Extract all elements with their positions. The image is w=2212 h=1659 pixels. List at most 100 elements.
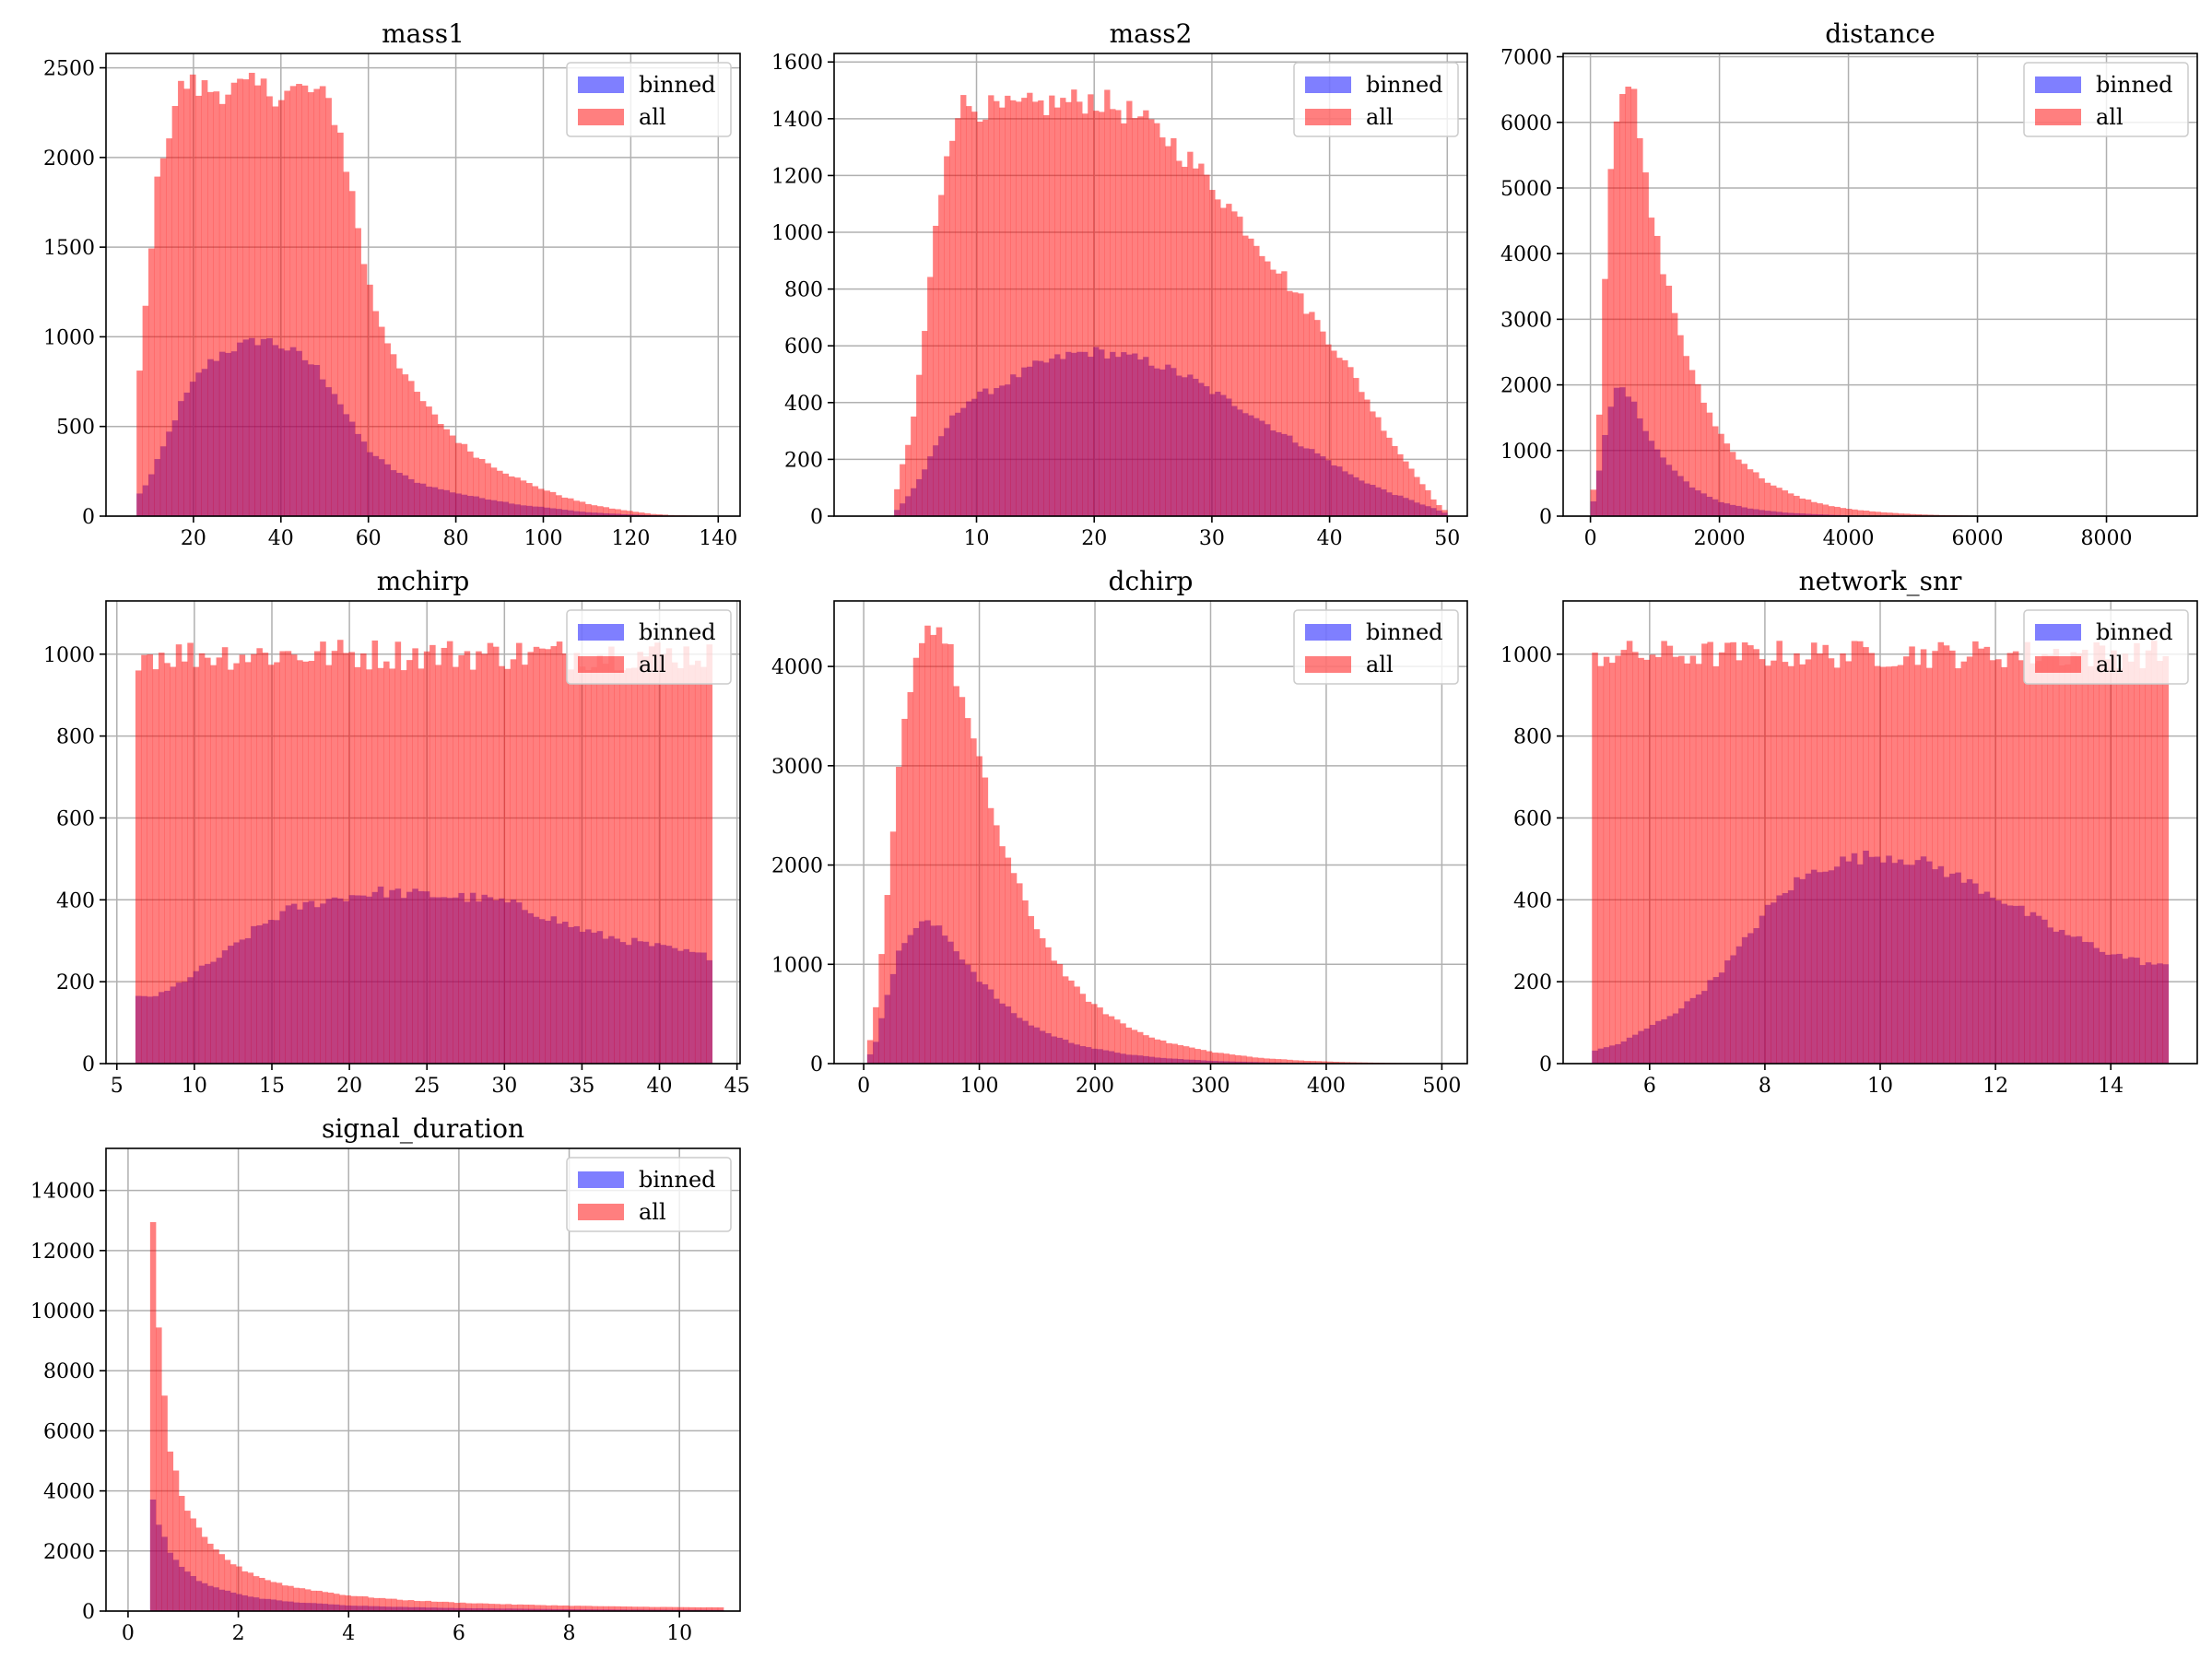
x-tick-label: 500 (1422, 1075, 1461, 1098)
histogram-bar-all (1005, 857, 1012, 1064)
histogram-bar-all (949, 140, 956, 516)
histogram-bar-all (423, 651, 430, 1064)
legend-label-binned: binned (639, 72, 716, 98)
histogram-bar-all (262, 653, 269, 1064)
histogram-bar-all (1817, 503, 1823, 516)
legend-label-all: all (639, 104, 666, 130)
histogram-bar-all (1176, 160, 1182, 516)
histogram-bar-all (154, 176, 161, 516)
histogram-bar-all (2001, 666, 2007, 1064)
y-tick-label: 1000 (43, 644, 95, 667)
legend-label-binned: binned (1366, 619, 1443, 645)
histogram-bar-all (1921, 514, 1928, 516)
x-tick-label: 2 (232, 1622, 245, 1645)
histogram-bar-all (281, 1585, 288, 1611)
histogram-bar-all (1085, 1001, 1092, 1064)
y-tick-label: 1600 (771, 52, 823, 75)
histogram-bar-all (311, 1590, 317, 1611)
histogram-bar-all (1983, 646, 1991, 1064)
x-tick-label: 300 (1191, 1075, 1230, 1098)
legend: binned all (566, 609, 732, 685)
x-tick-label: 50 (1434, 527, 1460, 550)
histogram-bar-all (1915, 514, 1922, 516)
histogram-bar-all (2053, 649, 2060, 1064)
histogram-bar-all (1321, 1061, 1327, 1064)
histogram-bar-all (477, 1603, 484, 1611)
histogram-bar-all (1392, 445, 1398, 516)
histogram-bar-all (1857, 510, 1864, 516)
histogram-bar-all (1065, 101, 1072, 516)
histogram-bar-all (201, 80, 208, 517)
histogram-bar-all (1375, 417, 1382, 516)
series-all (135, 640, 713, 1064)
histogram-bar-all (251, 653, 257, 1064)
y-tick-label: 800 (1513, 726, 1552, 749)
histogram-bar-all (441, 647, 448, 1064)
histogram-bar-all (1636, 137, 1643, 516)
histogram-bar-all (473, 457, 480, 516)
histogram-bar-all (2006, 653, 2014, 1064)
histogram-bar-all (1028, 915, 1035, 1064)
histogram-bar-all (1043, 115, 1050, 516)
histogram-bar-all (1218, 1053, 1224, 1064)
axes-frame (105, 1147, 741, 1612)
histogram-bar-all (372, 311, 380, 516)
histogram-bar-all (355, 228, 361, 517)
histogram-bar-all (182, 661, 188, 1064)
histogram-bar-all (142, 305, 149, 516)
histogram-bar-all (1995, 659, 2002, 1064)
histogram-bar-all (665, 1606, 673, 1611)
histogram-bar-all (236, 1566, 242, 1611)
histogram-bar-all (504, 668, 512, 1064)
histogram-bar-all (1344, 1062, 1350, 1064)
histogram-bar-all (1653, 235, 1661, 516)
histogram-bar-all (905, 444, 912, 516)
histogram-bar-all (1868, 511, 1876, 516)
histogram-bar-all (367, 284, 373, 516)
histogram-bar-all (362, 1596, 369, 1611)
histogram-bar-all (390, 354, 397, 516)
histogram-bar-all (638, 512, 645, 516)
histogram-bar-all (922, 331, 928, 516)
histogram-bar-all (591, 505, 598, 516)
x-tick-label: 40 (268, 527, 294, 550)
x-tick-label: 6 (1643, 1075, 1656, 1098)
histogram-bar-all (528, 1605, 535, 1611)
histogram-bar-all (1660, 274, 1666, 516)
histogram-bar-all (1926, 667, 1933, 1064)
x-tick-label: 100 (524, 527, 562, 550)
histogram-bar-all (1920, 649, 1927, 1064)
histogram-bar-all (400, 670, 407, 1064)
histogram-bar-all (1794, 495, 1800, 516)
histogram-bar-all (971, 112, 978, 516)
histogram-bar-all (1671, 312, 1678, 516)
histogram-bar-all (510, 659, 517, 1064)
panel-title: network_snr (1799, 566, 1962, 596)
y-tick-label: 200 (784, 449, 823, 472)
histogram-bar-all (1688, 370, 1696, 516)
histogram-bar-all (339, 1594, 346, 1611)
histogram-bar-all (1027, 92, 1033, 517)
histogram-bar-all (1049, 95, 1055, 516)
y-tick-label: 2000 (771, 855, 823, 878)
histogram-bar-all (170, 666, 177, 1064)
histogram-bar-all (1701, 643, 1708, 1064)
histogram-bar-all (218, 1554, 226, 1611)
histogram-bar-all (195, 95, 202, 517)
histogram-bar-all (304, 1589, 312, 1611)
histogram-bar-all (614, 670, 620, 1064)
histogram-bar-all (1665, 285, 1673, 516)
histogram-bar-all (933, 225, 939, 516)
x-tick-label: 14 (2098, 1075, 2124, 1098)
x-tick-label: 20 (1081, 527, 1107, 550)
x-tick-label: 0 (1584, 527, 1597, 550)
histogram-bar-all (301, 85, 309, 516)
histogram-bar-all (1021, 98, 1028, 517)
histogram-bar-all (1937, 641, 1945, 1064)
histogram-bar-all (1200, 1050, 1207, 1064)
histogram-bar-all (1875, 512, 1881, 516)
histogram-bar-all (276, 1583, 283, 1611)
histogram-bar-all (325, 665, 333, 1064)
histogram-bar-all (930, 634, 937, 1064)
axes-frame (1562, 53, 2198, 517)
